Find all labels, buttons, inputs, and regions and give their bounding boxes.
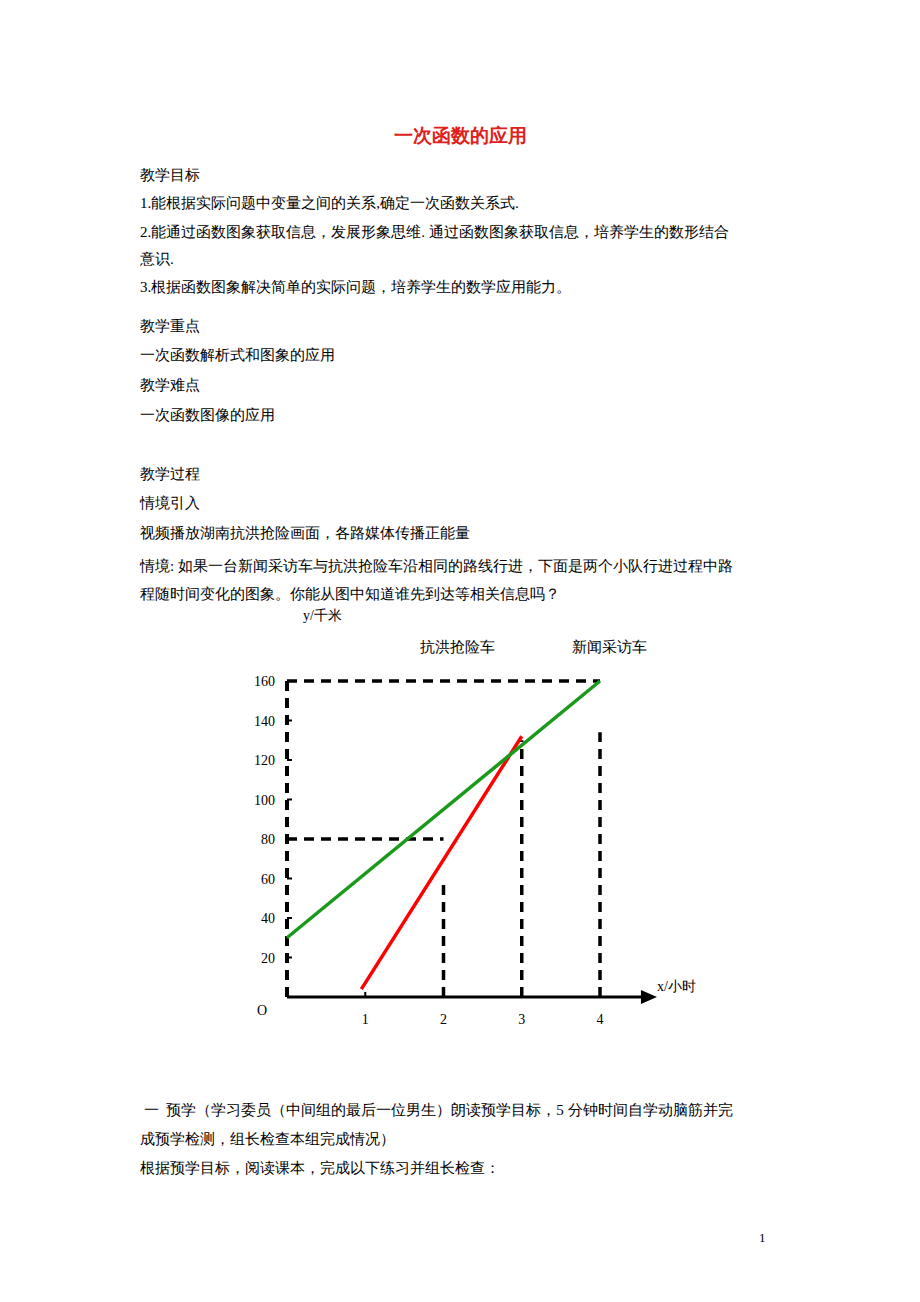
reference-line: [287, 837, 444, 841]
plot-area: [287, 681, 600, 997]
reference-line: [598, 732, 602, 997]
y-tick: [287, 878, 292, 880]
text-line: 一 预学（学习委员（中间组的最后一位男生）朗读预学目标，5 分钟时间自学动脑筋并…: [140, 1100, 733, 1120]
text-line: 一次函数解析式和图象的应用: [140, 345, 335, 365]
text-line: 1.能根据实际问题中变量之间的关系,确定一次函数关系式.: [140, 193, 519, 213]
y-tick-label: 20: [261, 951, 275, 966]
y-tick-label: 60: [261, 872, 275, 887]
text-line: 情境引入: [140, 493, 200, 513]
x-tick-label: 4: [597, 1012, 604, 1027]
x-tick-label: 1: [362, 1012, 369, 1027]
text-line: 视频播放湖南抗洪抢险画面，各路媒体传播正能量: [140, 523, 470, 543]
text-line: 教学过程: [140, 464, 200, 484]
origin-label: O: [257, 1003, 267, 1018]
reference-line: [520, 740, 524, 997]
x-axis-label: x/小时: [657, 979, 696, 994]
series-line: [361, 736, 521, 989]
text-line: 2.能通过函数图象获取信息，发展形象思维. 通过函数图象获取信息，培养学生的数形…: [140, 222, 729, 242]
title: 一次函数的应用: [0, 124, 920, 148]
x-tick: [364, 992, 366, 997]
y-tick: [287, 720, 292, 722]
text-line: 根据预学目标，阅读课本，完成以下练习并组长检查：: [140, 1158, 500, 1178]
legend-label: 新闻采访车: [572, 639, 647, 655]
text-line: 一次函数图像的应用: [140, 405, 275, 425]
chart: 1 2 3 4 20 40 60 80 100 120 140 160 Ox/小时 y/千米抗洪抢险车 新闻…: [0, 0, 920, 1302]
text-line: 程随时间变化的图象。你能从图中知道谁先到达等相关信息吗？: [140, 584, 560, 604]
legend-label: 抗洪抢险车: [420, 639, 495, 655]
x-tick-label: 3: [518, 1012, 525, 1027]
text-line: 情境: 如果一台新闻采访车与抗洪抢险车沿相同的路线行进，下面是两个小队行进过程中…: [140, 556, 733, 576]
text-line: 教学重点: [140, 316, 200, 336]
y-tick-label: 80: [261, 832, 275, 847]
y-tick-label: 100: [254, 793, 275, 808]
x-axis-arrow: [641, 990, 657, 1004]
y-tick: [287, 957, 292, 959]
y-tick-label: 40: [261, 911, 275, 926]
text-line: 3.根据函数图象解决简单的实际问题，培养学生的数学应用能力。: [140, 277, 571, 297]
series-line: [287, 681, 600, 938]
x-tick-label: 2: [440, 1012, 447, 1027]
text-line: 教学目标: [140, 165, 200, 185]
y-tick-label: 160: [254, 674, 275, 689]
y-axis-label: y/千米: [303, 608, 342, 623]
y-tick: [287, 799, 292, 801]
text-line: 意识.: [140, 249, 174, 269]
y-tick-label: 140: [254, 714, 275, 729]
text-line: 成预学检测，组长检查本组完成情况）: [140, 1129, 395, 1149]
y-tick: [287, 917, 292, 919]
x-axis: [287, 996, 647, 999]
page-number: 1: [759, 1230, 766, 1246]
reference-line: [442, 879, 446, 998]
reference-line: [287, 679, 600, 683]
text-line: 教学难点: [140, 375, 200, 395]
y-tick-label: 120: [254, 753, 275, 768]
page: 一次函数的应用教学目标 1.能根据实际问题中变量之间的关系,确定一次函数关系式. 2…: [0, 0, 920, 1302]
y-tick: [287, 759, 292, 761]
